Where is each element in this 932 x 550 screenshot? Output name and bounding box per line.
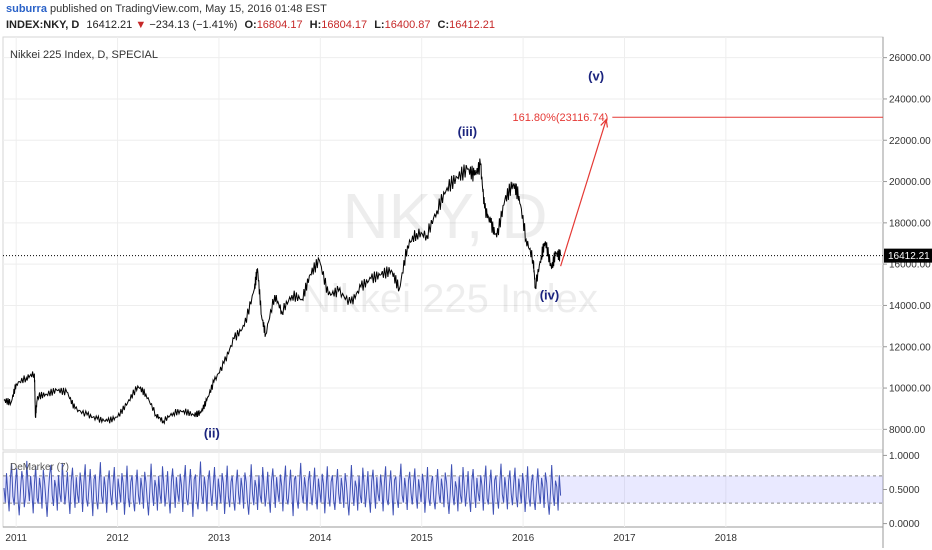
last-price-tag [884,248,932,263]
author-name[interactable]: suburra [6,3,47,15]
x-tick-label: 2015 [411,533,434,544]
change-down-icon: ▼ [135,19,147,31]
high-value: 16804.17 [321,19,368,31]
indicator-tick-label: 0.5000 [889,485,920,496]
projection-arrow-line [560,119,607,267]
wave-label: (v) [588,68,604,83]
wave-label: (iv) [540,287,560,302]
y-tick-label: 16000.00 [889,260,931,271]
y-tick-label: 22000.00 [889,136,931,147]
last-price: 16412.21 [86,19,133,31]
open-label: O: [244,19,257,31]
x-tick-label: 2017 [613,533,636,544]
y-tick-label: 10000.00 [889,384,931,395]
price-change: −234.13 (−1.41%) [149,19,238,31]
x-tick-label: 2018 [715,533,738,544]
demarker-line [3,460,562,517]
wave-label: (ii) [204,426,220,441]
last-price-label: 16412.21 [888,251,930,262]
y-tick-label: 12000.00 [889,342,931,353]
fib-level-label: 161.80%(23116.74) [512,112,608,124]
y-tick-label: 14000.00 [889,301,931,312]
x-tick-label: 2014 [309,533,332,544]
y-tick-label: 24000.00 [889,94,931,105]
low-label: L: [374,19,385,31]
y-tick-label: 8000.00 [889,425,926,436]
y-tick-label: 20000.00 [889,177,931,188]
symbol-name: INDEX:NKY, D [6,19,80,31]
indicator-tick-label: 1.0000 [889,451,920,462]
y-tick-label: 26000.00 [889,53,931,64]
indicator-tick-label: 0.0000 [889,519,920,530]
open-value: 16804.17 [256,19,303,31]
x-tick-label: 2011 [5,533,27,544]
publish-text: published on TradingView.com, May 15, 20… [50,3,327,15]
high-label: H: [309,19,322,31]
x-tick-label: 2016 [512,533,535,544]
publish-info: suburra published on TradingView.com, Ma… [6,3,327,15]
x-tick-label: 2013 [208,533,231,544]
symbol-info-bar: INDEX:NKY, D 16412.21 ▼ −234.13 (−1.41%)… [6,19,495,31]
close-value: 16412.21 [449,19,496,31]
watermark-ticker: NKY, D [342,180,547,252]
y-tick-label: 18000.00 [889,218,931,229]
indicator-name: DeMarker (7) [10,462,69,473]
price-series-line [3,158,562,425]
chart-title: Nikkei 225 Index, D, SPECIAL [10,49,158,61]
projection-arrow-head [600,118,609,128]
x-tick-label: 2012 [106,533,129,544]
low-value: 16400.87 [384,19,431,31]
close-label: C: [437,19,450,31]
wave-label: (iii) [458,124,478,139]
